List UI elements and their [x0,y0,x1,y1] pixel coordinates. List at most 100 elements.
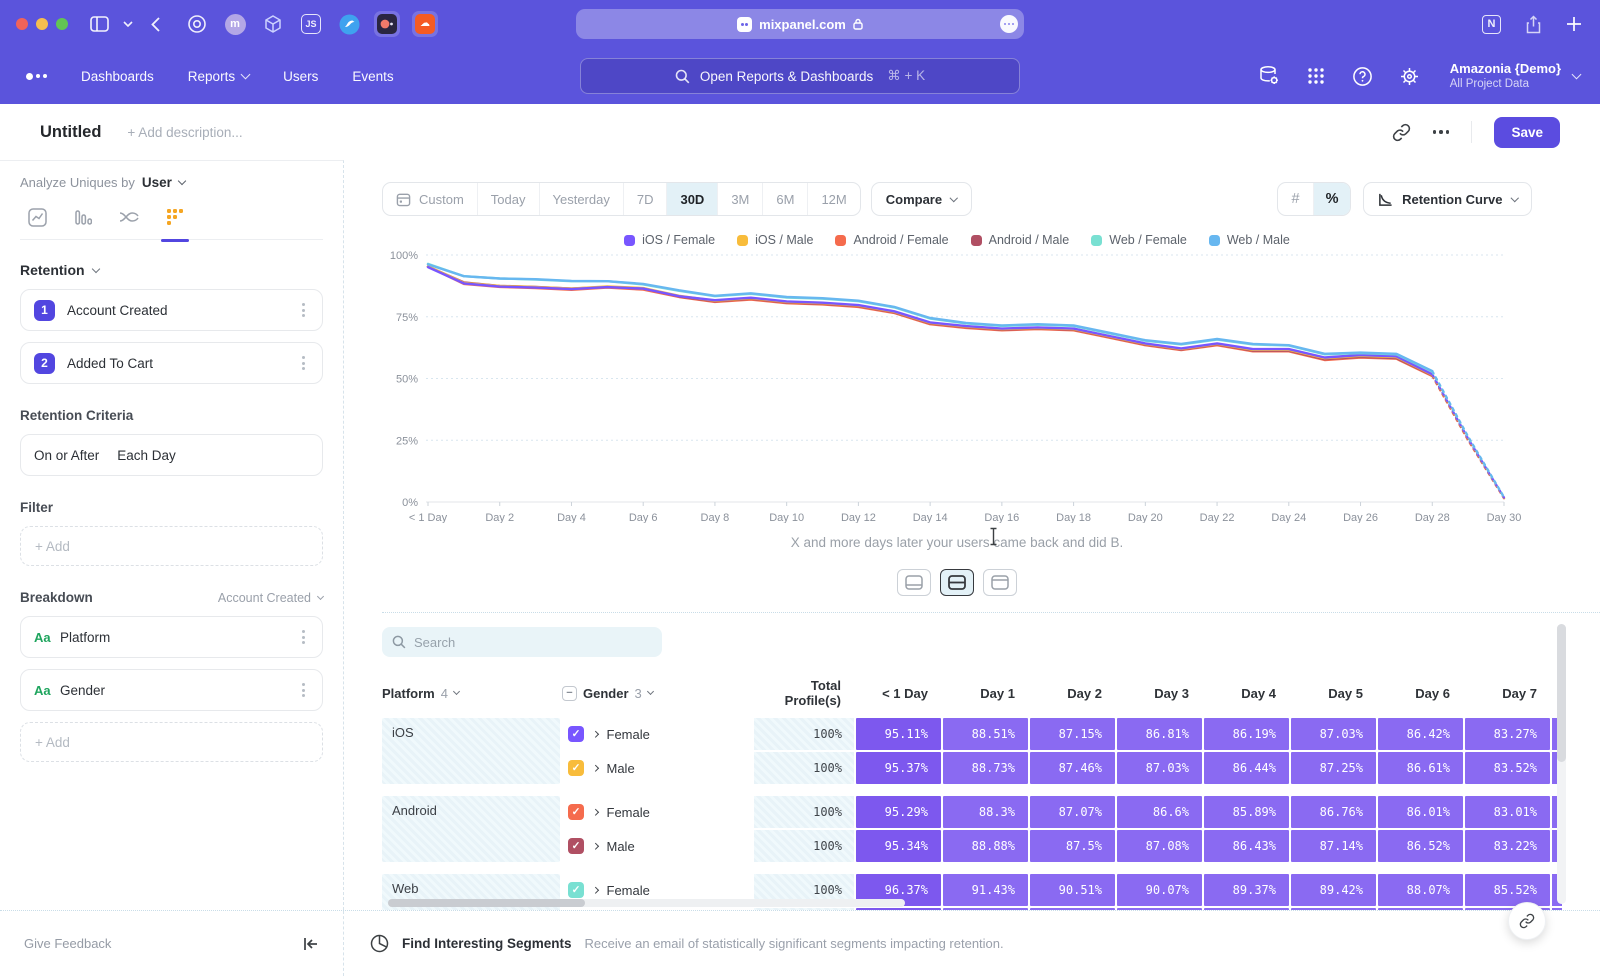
step-options-icon[interactable] [298,299,309,321]
analyze-entity-dropdown[interactable]: User [142,175,172,190]
retention-value-cell[interactable]: 87.07% [1030,796,1115,828]
retention-value-cell[interactable]: 86.81% [1117,718,1202,750]
new-tab-icon[interactable] [1566,16,1582,32]
table-search-input[interactable]: Search [382,627,662,657]
expand-row-icon[interactable] [592,765,598,771]
retention-value-cell[interactable]: 88.51% [943,718,1028,750]
day-column-header[interactable]: Day 3 [1117,686,1202,701]
gender-row-female[interactable]: ✓Female [562,718,752,750]
retention-value-cell[interactable]: 95.11% [856,718,941,750]
legend-item[interactable]: iOS / Female [624,233,715,247]
absolute-numbers-toggle[interactable]: # [1278,183,1314,215]
date-range-custom[interactable]: Custom [383,183,478,215]
date-range-6m[interactable]: 6M [763,183,808,215]
zoom-window-button[interactable] [56,18,68,30]
series-checkbox[interactable]: ✓ [568,804,584,820]
apps-grid-icon[interactable] [1306,66,1326,86]
help-icon[interactable] [1352,66,1373,87]
split-view-button[interactable] [940,569,974,596]
series-checkbox[interactable]: ✓ [568,726,584,742]
day-column-header[interactable]: Day 7 [1465,686,1550,701]
retention-value-cell[interactable]: 86.43% [1204,830,1289,862]
day-column-header[interactable]: < 1 Day [856,686,941,701]
retention-step-b[interactable]: 2 Added To Cart [20,342,323,384]
close-window-button[interactable] [16,18,28,30]
day-column-header[interactable]: Day 1 [943,686,1028,701]
add-breakdown-button[interactable]: + Add [20,722,323,762]
gender-row-female[interactable]: ✓Female [562,796,752,828]
target-app-icon[interactable] [184,11,210,37]
chevron-down-icon[interactable] [123,21,133,27]
retention-value-cell[interactable]: 88.88% [943,830,1028,862]
window-controls[interactable] [16,18,68,30]
retention-value-cell[interactable]: 95.29% [856,796,941,828]
retention-value-cell[interactable]: 95.34% [856,830,941,862]
retention-value-cell[interactable]: 87.14% [1291,830,1376,862]
retention-value-cell[interactable]: 83.27% [1465,718,1550,750]
date-range-3m[interactable]: 3M [718,183,763,215]
retention-value-cell[interactable]: 83.22% [1465,830,1550,862]
select-all-checkbox[interactable]: − [562,686,577,701]
add-description-field[interactable]: + Add description... [127,125,242,140]
add-filter-button[interactable]: + Add [20,526,323,566]
m-app-icon[interactable]: m [222,11,248,37]
retention-line-chart[interactable]: 0%25%50%75%100%< 1 DayDay 2Day 4Day 6Day… [382,247,1532,523]
step-options-icon[interactable] [298,352,309,374]
table-view-button[interactable] [983,569,1017,596]
breakdown-event-dropdown[interactable]: Account Created [218,591,323,605]
notion-extension-icon[interactable]: N [1482,15,1501,34]
retention-criteria-card[interactable]: On or After Each Day [20,434,323,476]
day-column-header[interactable]: Day 4 [1204,686,1289,701]
retention-value-cell[interactable]: 88.3% [943,796,1028,828]
back-icon[interactable] [151,17,160,32]
retention-value-cell[interactable]: 86.42% [1378,718,1463,750]
criteria-interval-dropdown[interactable]: Each Day [117,448,176,463]
nav-item-events[interactable]: Events [352,69,393,84]
legend-item[interactable]: Web / Male [1209,233,1290,247]
retention-value-cell[interactable]: 86.01% [1378,796,1463,828]
retention-value-cell[interactable]: 83.01% [1465,796,1550,828]
project-switcher[interactable]: Amazonia {Demo} All Project Data [1446,61,1580,92]
record-app-icon[interactable] [374,11,400,37]
nav-item-users[interactable]: Users [283,69,318,84]
horizontal-scrollbar[interactable] [388,899,905,907]
data-management-icon[interactable] [1258,65,1280,87]
find-segments-title[interactable]: Find Interesting Segments [402,936,572,951]
retention-value-cell[interactable]: 85.89% [1204,796,1289,828]
retention-value-cell[interactable]: 90.51% [1030,874,1115,906]
soundcloud-app-icon[interactable]: ☁ [412,11,438,37]
retention-value-cell[interactable]: 87.08% [1117,830,1202,862]
nav-item-reports[interactable]: Reports [188,69,249,84]
settings-gear-icon[interactable] [1399,66,1420,87]
mixpanel-logo[interactable] [26,73,47,80]
retention-section-label[interactable]: Retention [20,262,85,278]
day-column-header[interactable]: Day 5 [1291,686,1376,701]
legend-item[interactable]: iOS / Male [737,233,813,247]
compare-button[interactable]: Compare [871,182,972,216]
expand-row-icon[interactable] [592,843,598,849]
retention-value-cell[interactable]: 86.61% [1378,752,1463,784]
address-bar[interactable]: mixpanel.com [576,9,1024,39]
retention-value-cell[interactable]: 86.6% [1117,796,1202,828]
share-icon[interactable] [1525,15,1542,34]
retention-value-cell[interactable]: 83.52% [1465,752,1550,784]
gender-row-male[interactable]: ✓Male [562,752,752,784]
legend-item[interactable]: Web / Female [1091,233,1187,247]
retention-value-cell[interactable]: 95.37% [856,752,941,784]
js-app-icon[interactable]: JS [298,11,324,37]
series-checkbox[interactable]: ✓ [568,838,584,854]
tab-funnels[interactable] [72,206,94,228]
criteria-mode-dropdown[interactable]: On or After [34,448,99,463]
platform-cell[interactable]: iOS [382,718,560,784]
retention-value-cell[interactable]: 87.15% [1030,718,1115,750]
share-link-button[interactable] [1508,902,1546,940]
legend-item[interactable]: Android / Male [971,233,1070,247]
global-search-input[interactable]: Open Reports & Dashboards ⌘ + K [580,58,1020,94]
collapse-sidebar-icon[interactable] [302,936,319,952]
retention-value-cell[interactable]: 87.25% [1291,752,1376,784]
day-column-header[interactable]: Day 2 [1030,686,1115,701]
more-options-icon[interactable] [1433,130,1450,134]
series-checkbox[interactable]: ✓ [568,760,584,776]
retention-value-cell[interactable]: 86.44% [1204,752,1289,784]
legend-item[interactable]: Android / Female [835,233,948,247]
